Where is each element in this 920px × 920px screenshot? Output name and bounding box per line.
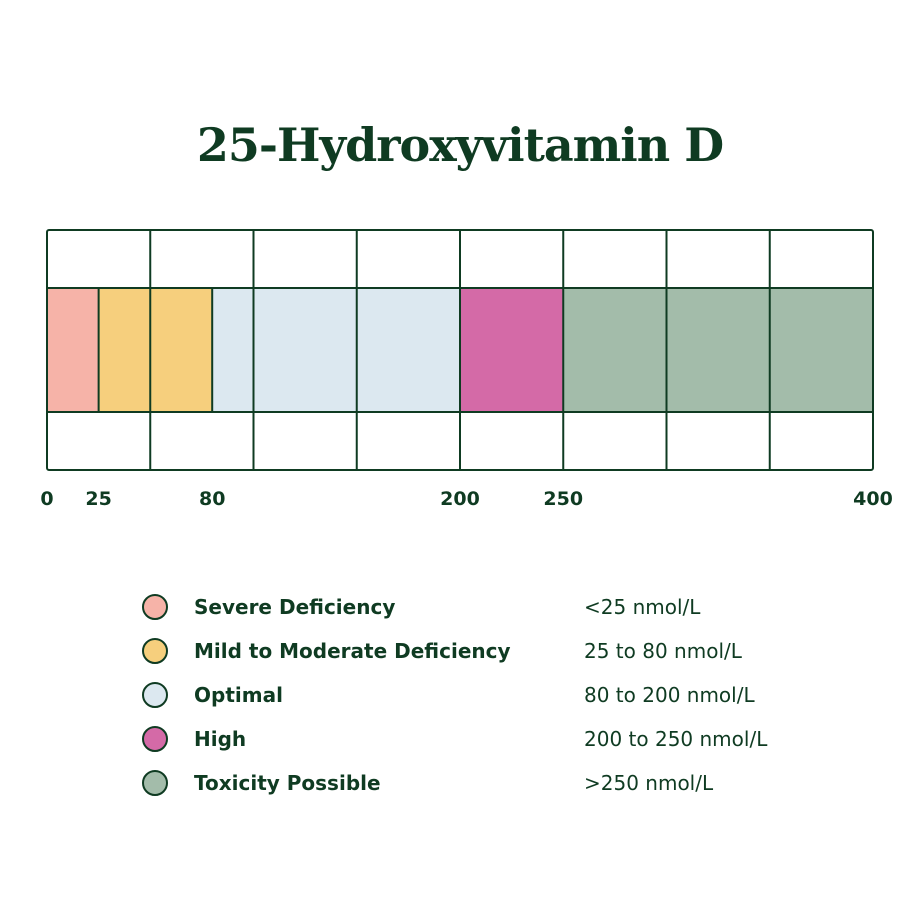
legend-swatch bbox=[142, 726, 168, 752]
range-band-4 bbox=[563, 288, 873, 412]
legend-swatch bbox=[142, 682, 168, 708]
legend-swatch bbox=[142, 638, 168, 664]
legend-range: 80 to 200 nmol/L bbox=[584, 683, 755, 707]
range-band-1 bbox=[98, 288, 213, 412]
legend: Severe Deficiency <25 nmol/L Mild to Moder… bbox=[142, 590, 842, 810]
tick-label-80: 80 bbox=[199, 488, 225, 510]
tick-label-200: 200 bbox=[440, 488, 480, 510]
range-band-0 bbox=[47, 288, 99, 412]
legend-swatch bbox=[142, 594, 168, 620]
legend-item: Mild to Moderate Deficiency 25 to 80 nmol… bbox=[142, 634, 842, 678]
legend-label: High bbox=[194, 727, 247, 751]
legend-label: Toxicity Possible bbox=[194, 771, 381, 795]
range-band-2 bbox=[212, 288, 460, 412]
chart-title: 25-Hydroxyvitamin D bbox=[196, 118, 724, 172]
legend-range: 25 to 80 nmol/L bbox=[584, 639, 742, 663]
range-chart: 0 25 80 200 250 400 bbox=[40, 229, 893, 510]
legend-item: Toxicity Possible >250 nmol/L bbox=[142, 766, 842, 810]
legend-range: >250 nmol/L bbox=[584, 771, 714, 795]
legend-item: High 200 to 250 nmol/L bbox=[142, 722, 842, 766]
chart-frame-border bbox=[46, 229, 874, 471]
legend-label: Optimal bbox=[194, 683, 283, 707]
legend-label: Severe Deficiency bbox=[194, 595, 396, 619]
legend-range: <25 nmol/L bbox=[584, 595, 701, 619]
tick-label-0: 0 bbox=[40, 488, 53, 510]
legend-item: Severe Deficiency <25 nmol/L bbox=[142, 590, 842, 634]
tick-label-25: 25 bbox=[85, 488, 111, 510]
legend-item: Optimal 80 to 200 nmol/L bbox=[142, 678, 842, 722]
legend-range: 200 to 250 nmol/L bbox=[584, 727, 768, 751]
legend-swatch bbox=[142, 770, 168, 796]
legend-label: Mild to Moderate Deficiency bbox=[194, 639, 511, 663]
tick-label-250: 250 bbox=[543, 488, 583, 510]
range-band-3 bbox=[460, 288, 564, 412]
tick-label-400: 400 bbox=[853, 488, 893, 510]
